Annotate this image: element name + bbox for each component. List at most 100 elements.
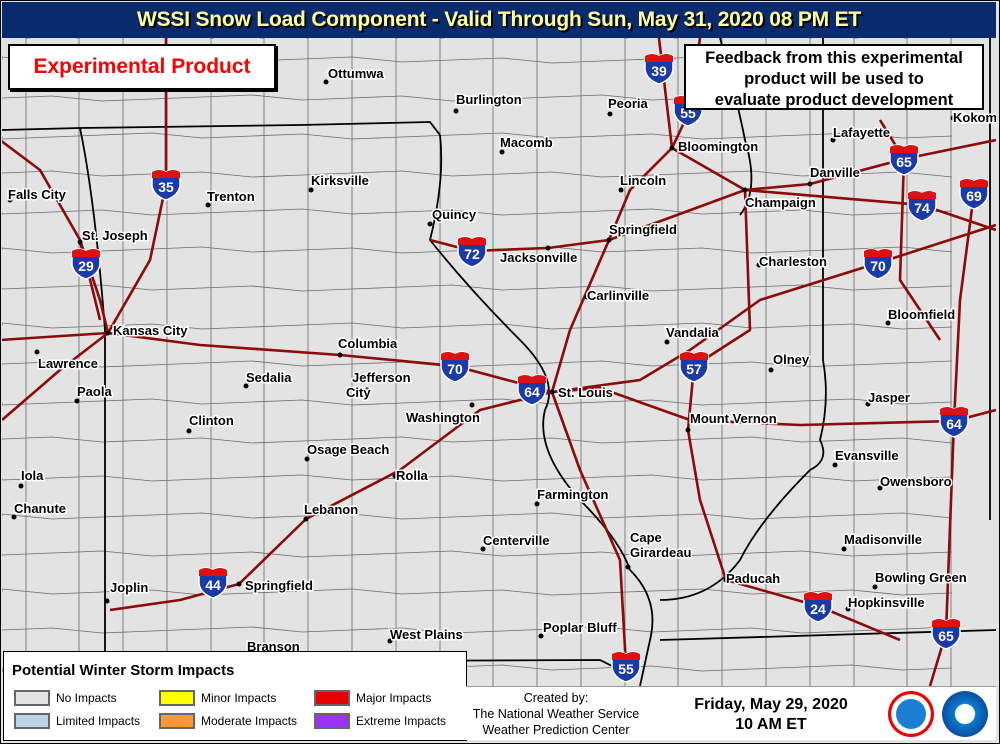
city-label: Carlinville — [587, 288, 649, 303]
city-dot — [303, 516, 309, 522]
city-label: Bloomington — [678, 139, 758, 154]
interstate-39-shield-icon: 39 — [644, 53, 674, 85]
city-marker: Quincy — [427, 206, 478, 227]
county-line — [720, 38, 723, 686]
city-marker: Champaign — [742, 187, 817, 212]
city-marker: Hopkinsville — [845, 594, 926, 612]
issued-hour: 10 AM ET — [735, 716, 807, 733]
creator-credit: Created by: The National Weather Service… — [466, 690, 646, 738]
city-label: Lawrence — [38, 356, 98, 371]
county-line — [2, 474, 953, 482]
city-label: Hopkinsville — [848, 595, 925, 610]
city-label: Madisonville — [844, 532, 922, 547]
legend-swatch — [159, 713, 195, 729]
city-dot — [308, 187, 314, 193]
legend-swatch — [14, 713, 50, 729]
interstate-road — [2, 38, 168, 421]
county-line — [490, 38, 494, 686]
city-label: Washington — [406, 410, 480, 425]
experimental-product-label: Experimental Product — [8, 44, 276, 90]
county-line — [809, 38, 812, 686]
county-line — [950, 38, 952, 686]
city-label: Jacksonville — [500, 250, 577, 265]
city-label: Centerville — [483, 533, 549, 548]
city-marker: St. Joseph — [77, 227, 149, 245]
city-label: Mount Vernon — [690, 411, 777, 426]
city-label: West Plains — [390, 627, 463, 642]
city-dot — [323, 79, 329, 85]
city-dot — [742, 187, 748, 193]
interstate-24-shield-icon: 24 — [803, 591, 833, 623]
city-label: Paducah — [726, 571, 780, 586]
city-label: Sedalia — [246, 370, 292, 385]
county-line — [76, 38, 80, 686]
city-dot — [885, 320, 891, 326]
interstate-number: 44 — [205, 577, 221, 593]
city-dot — [877, 485, 883, 491]
interstate-65-shield-icon: 65 — [931, 618, 961, 650]
legend-label: No Impacts — [56, 691, 117, 705]
county-line — [904, 38, 908, 686]
legend-swatch — [314, 713, 350, 729]
legend-swatch — [159, 690, 195, 706]
city-label: Jefferson City — [346, 370, 411, 400]
legend-swatch — [14, 690, 50, 706]
county-line — [2, 512, 953, 520]
city-marker: Lawrence — [34, 349, 99, 373]
interstate-road — [686, 365, 901, 642]
city-label: Lebanon — [304, 502, 358, 517]
county-line — [122, 38, 124, 686]
city-label: Macomb — [500, 135, 553, 150]
feedback-line: Feedback from this experimental — [705, 49, 963, 67]
city-marker: Ottumwa — [323, 65, 386, 85]
city-layer: Ottumwa Burlington Peoria Macomb Bloomington… — [7, 65, 996, 658]
issued-time: Friday, May 29, 2020 10 AM ET — [671, 695, 871, 735]
iowa-missouri-border — [2, 121, 441, 136]
city-label: Jasper — [868, 390, 910, 405]
city-dot — [236, 581, 242, 587]
city-dot — [499, 149, 505, 155]
interstate-69-shield-icon: 69 — [959, 178, 989, 210]
city-label: Columbia — [338, 336, 398, 351]
credit-line: Weather Prediction Center — [482, 723, 630, 737]
city-label: Clinton — [189, 413, 234, 428]
county-lines — [2, 38, 953, 686]
city-marker: Columbia — [337, 335, 399, 358]
interstate-65-shield-icon: 65 — [889, 144, 919, 176]
interstate-number: 39 — [651, 63, 667, 79]
legend-label: Major Impacts — [356, 691, 432, 705]
city-marker: Iola — [18, 467, 46, 489]
county-line — [260, 38, 265, 686]
issued-date: Friday, May 29, 2020 — [694, 696, 848, 713]
legend-title: Potential Winter Storm Impacts — [12, 662, 235, 679]
legend-item: Extreme Impacts — [314, 713, 446, 729]
interstate-number: 65 — [938, 628, 954, 644]
city-label: Bowling Green — [875, 570, 967, 585]
city-label: Danville — [810, 165, 860, 180]
city-marker: Springfield — [236, 577, 314, 595]
city-label: St. Louis — [558, 385, 613, 400]
city-label: Ottumwa — [328, 66, 384, 81]
city-dot — [618, 187, 624, 193]
city-marker: Trenton — [205, 188, 256, 208]
interstate-number: 72 — [464, 246, 480, 262]
interstate-number: 74 — [914, 200, 930, 216]
illinois-indiana-border — [809, 38, 827, 471]
city-label: Peoria — [608, 96, 649, 111]
credit-panel: Created by: The National Weather Service… — [466, 686, 996, 740]
interstate-road — [878, 119, 942, 341]
city-label: Joplin — [110, 580, 148, 595]
city-dot — [77, 239, 83, 245]
city-dot — [549, 389, 555, 395]
interstate-number: 24 — [810, 601, 826, 617]
city-marker: Rolla — [392, 467, 430, 485]
interstate-road — [109, 390, 553, 612]
city-dot — [950, 115, 956, 121]
ohio-river-border — [659, 469, 811, 601]
city-label: Owensboro — [880, 474, 952, 489]
legend-label: Moderate Impacts — [201, 714, 298, 728]
city-marker: Washington — [405, 402, 481, 427]
county-line — [2, 322, 953, 330]
city-label: Burlington — [456, 92, 522, 107]
city-marker: Paola — [74, 383, 114, 404]
